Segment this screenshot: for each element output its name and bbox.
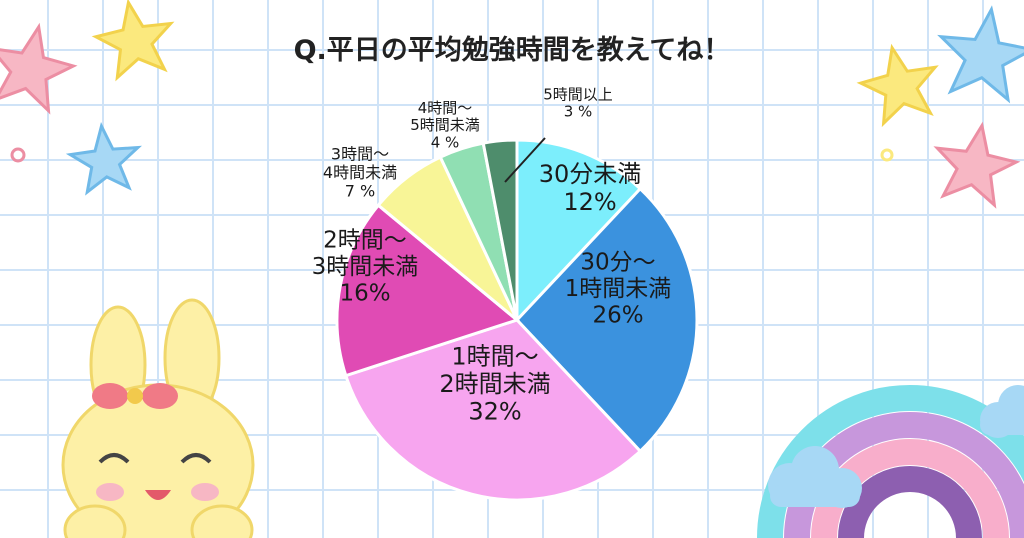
circle-decoration xyxy=(10,147,26,163)
label-leader-line xyxy=(504,137,546,183)
slice-label: 30分〜 1時間未満 26% xyxy=(565,250,672,329)
page-title: Q.平日の平均勉強時間を教えてね！ xyxy=(293,35,731,66)
slice-label: 4時間〜 5時間未満 4 % xyxy=(410,99,480,152)
star-icon xyxy=(0,22,78,115)
star-icon xyxy=(856,43,939,128)
slice-label: 2時間〜 3時間未満 16% xyxy=(312,228,419,307)
star-icon xyxy=(937,5,1024,104)
pie-slice xyxy=(514,186,699,454)
bunny-character-icon xyxy=(61,298,255,538)
slice-label: 30分未満 12% xyxy=(539,160,642,216)
star-icon xyxy=(91,0,175,82)
cloud-icon xyxy=(980,385,1024,438)
slice-label: 3時間〜 4時間未満 7 % xyxy=(323,145,397,201)
cloud-icon xyxy=(768,446,862,508)
slice-label: 1時間〜 2時間未満 32% xyxy=(439,342,550,425)
pie-slice xyxy=(335,203,521,378)
star-icon xyxy=(933,121,1021,209)
circle-decoration xyxy=(880,148,894,162)
pie-slice xyxy=(515,138,643,324)
star-icon xyxy=(65,121,142,196)
pie-slice xyxy=(481,138,519,321)
pie-slice xyxy=(343,318,643,502)
slice-label: 5時間以上 3 % xyxy=(543,85,613,120)
